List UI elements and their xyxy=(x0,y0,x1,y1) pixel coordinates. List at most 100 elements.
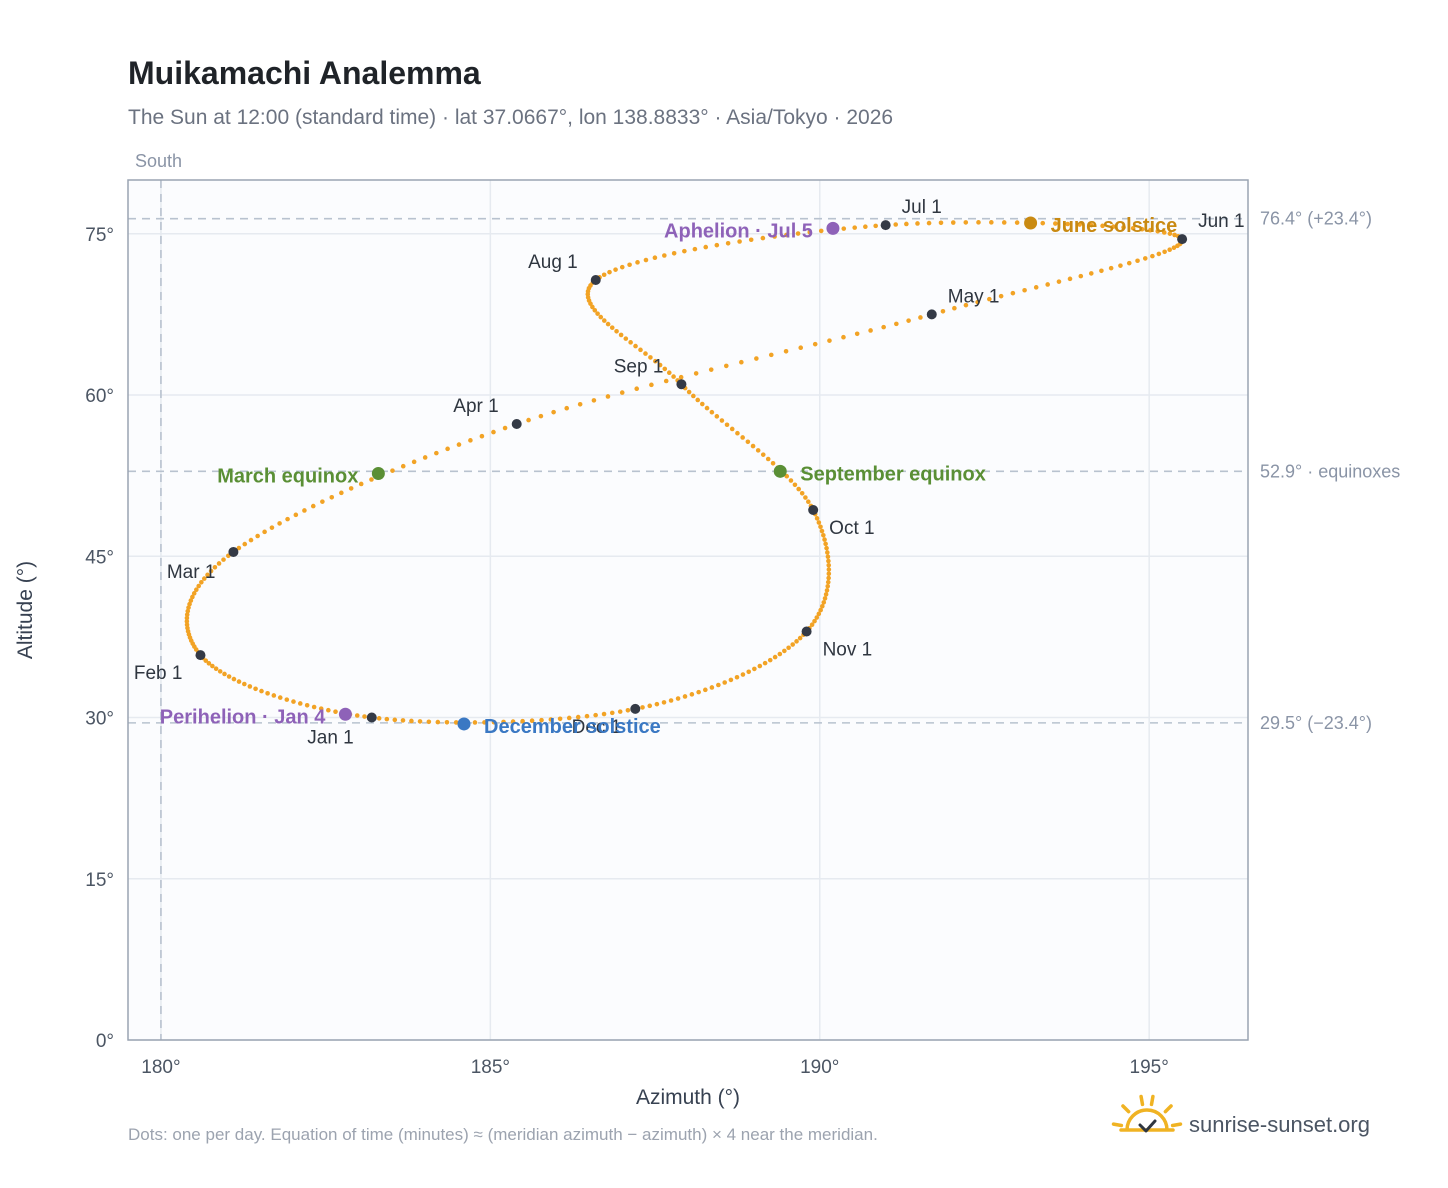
daily-point xyxy=(740,672,746,677)
daily-point xyxy=(417,719,423,724)
daily-point xyxy=(729,426,735,432)
daily-point xyxy=(633,343,638,349)
event-point[interactable] xyxy=(1024,216,1038,230)
month-label: Oct 1 xyxy=(829,518,874,539)
daily-point xyxy=(826,575,831,581)
daily-point xyxy=(188,598,194,603)
y-axis-label: Altitude (°) xyxy=(14,561,37,659)
daily-point xyxy=(1010,290,1016,296)
month-point[interactable] xyxy=(366,712,377,723)
daily-point xyxy=(203,658,209,663)
plot-frame xyxy=(127,179,1249,1041)
daily-point xyxy=(881,324,886,330)
daily-point xyxy=(709,409,715,415)
month-point[interactable] xyxy=(1177,234,1188,245)
daily-point xyxy=(539,717,544,723)
daily-point xyxy=(755,448,761,453)
daily-point xyxy=(208,568,214,574)
daily-point xyxy=(510,719,516,724)
x-tick-label: 180° xyxy=(141,1057,180,1078)
daily-point xyxy=(745,439,751,445)
daily-point xyxy=(1078,273,1084,279)
daily-point xyxy=(206,661,212,666)
daily-point xyxy=(293,512,299,518)
daily-point xyxy=(1022,287,1027,293)
daily-point xyxy=(1014,220,1020,225)
daily-point xyxy=(757,663,763,669)
daily-point xyxy=(1088,271,1094,276)
daily-point xyxy=(390,468,395,473)
daily-point xyxy=(689,692,695,697)
daily-point xyxy=(1155,229,1161,234)
brand-name[interactable]: sunrise-sunset.org xyxy=(1189,1112,1370,1137)
month-point[interactable] xyxy=(630,703,641,714)
daily-point xyxy=(242,541,248,547)
daily-point xyxy=(310,503,316,509)
month-point[interactable] xyxy=(880,220,891,231)
daily-point xyxy=(825,583,831,589)
month-point[interactable] xyxy=(511,419,522,430)
daily-point xyxy=(728,677,734,683)
daily-point xyxy=(663,378,669,384)
daily-point xyxy=(739,359,744,365)
daily-point xyxy=(285,516,290,522)
month-point[interactable] xyxy=(195,650,206,661)
daily-point xyxy=(765,456,771,462)
daily-point xyxy=(722,680,728,685)
daily-point xyxy=(725,240,731,246)
daily-point xyxy=(333,709,338,714)
daily-point xyxy=(184,622,190,627)
daily-point xyxy=(657,362,663,368)
month-point[interactable] xyxy=(808,505,819,516)
event-point[interactable] xyxy=(826,221,840,235)
event-point[interactable] xyxy=(457,717,471,731)
daily-point xyxy=(1065,221,1070,227)
reference-line-label: 29.5° (−23.4°) xyxy=(1260,713,1372,733)
daily-point xyxy=(548,717,554,722)
daily-point xyxy=(271,693,277,698)
daily-point xyxy=(590,304,595,310)
daily-point xyxy=(714,414,720,419)
daily-point xyxy=(783,348,789,354)
sun-ray xyxy=(1163,1104,1173,1114)
daily-point xyxy=(384,716,390,722)
event-point[interactable] xyxy=(371,466,385,480)
daily-point xyxy=(236,545,242,551)
daily-point xyxy=(607,269,612,275)
month-point[interactable] xyxy=(676,379,687,390)
sun-ray xyxy=(1111,1122,1124,1128)
daily-point xyxy=(593,712,598,718)
daily-point xyxy=(625,707,631,713)
daily-point xyxy=(826,563,832,568)
daily-point xyxy=(400,718,406,723)
daily-point xyxy=(786,645,791,651)
month-point[interactable] xyxy=(801,626,812,637)
daily-point xyxy=(213,666,219,672)
daily-point xyxy=(482,720,487,725)
daily-point xyxy=(760,235,766,241)
sun-arc xyxy=(1125,1108,1169,1131)
daily-point xyxy=(601,272,607,278)
daily-point xyxy=(714,242,720,248)
y-tick-label: 15° xyxy=(85,870,114,891)
daily-point xyxy=(247,684,253,689)
event-point[interactable] xyxy=(338,707,352,721)
month-label: Mar 1 xyxy=(167,562,216,583)
daily-point xyxy=(682,694,688,699)
daily-point xyxy=(692,246,698,252)
month-markers: Jan 1 Feb 1 Mar 1 Apr 1 May 1 Jun 1 Jul 1 Aug 1… xyxy=(134,197,1245,748)
daily-point xyxy=(304,702,310,708)
month-point[interactable] xyxy=(590,274,601,285)
daily-point xyxy=(975,299,980,305)
month-point[interactable] xyxy=(926,309,937,320)
month-point[interactable] xyxy=(228,546,239,557)
daily-point xyxy=(819,528,825,534)
daily-point xyxy=(798,345,804,351)
daily-point xyxy=(818,524,823,530)
daily-point xyxy=(1108,265,1114,271)
daily-point xyxy=(628,340,633,345)
brand-logo[interactable]: sunrise-sunset.org xyxy=(1111,1094,1370,1137)
event-point[interactable] xyxy=(773,464,787,478)
month-label: Jun 1 xyxy=(1198,211,1244,232)
daily-point xyxy=(491,719,497,725)
